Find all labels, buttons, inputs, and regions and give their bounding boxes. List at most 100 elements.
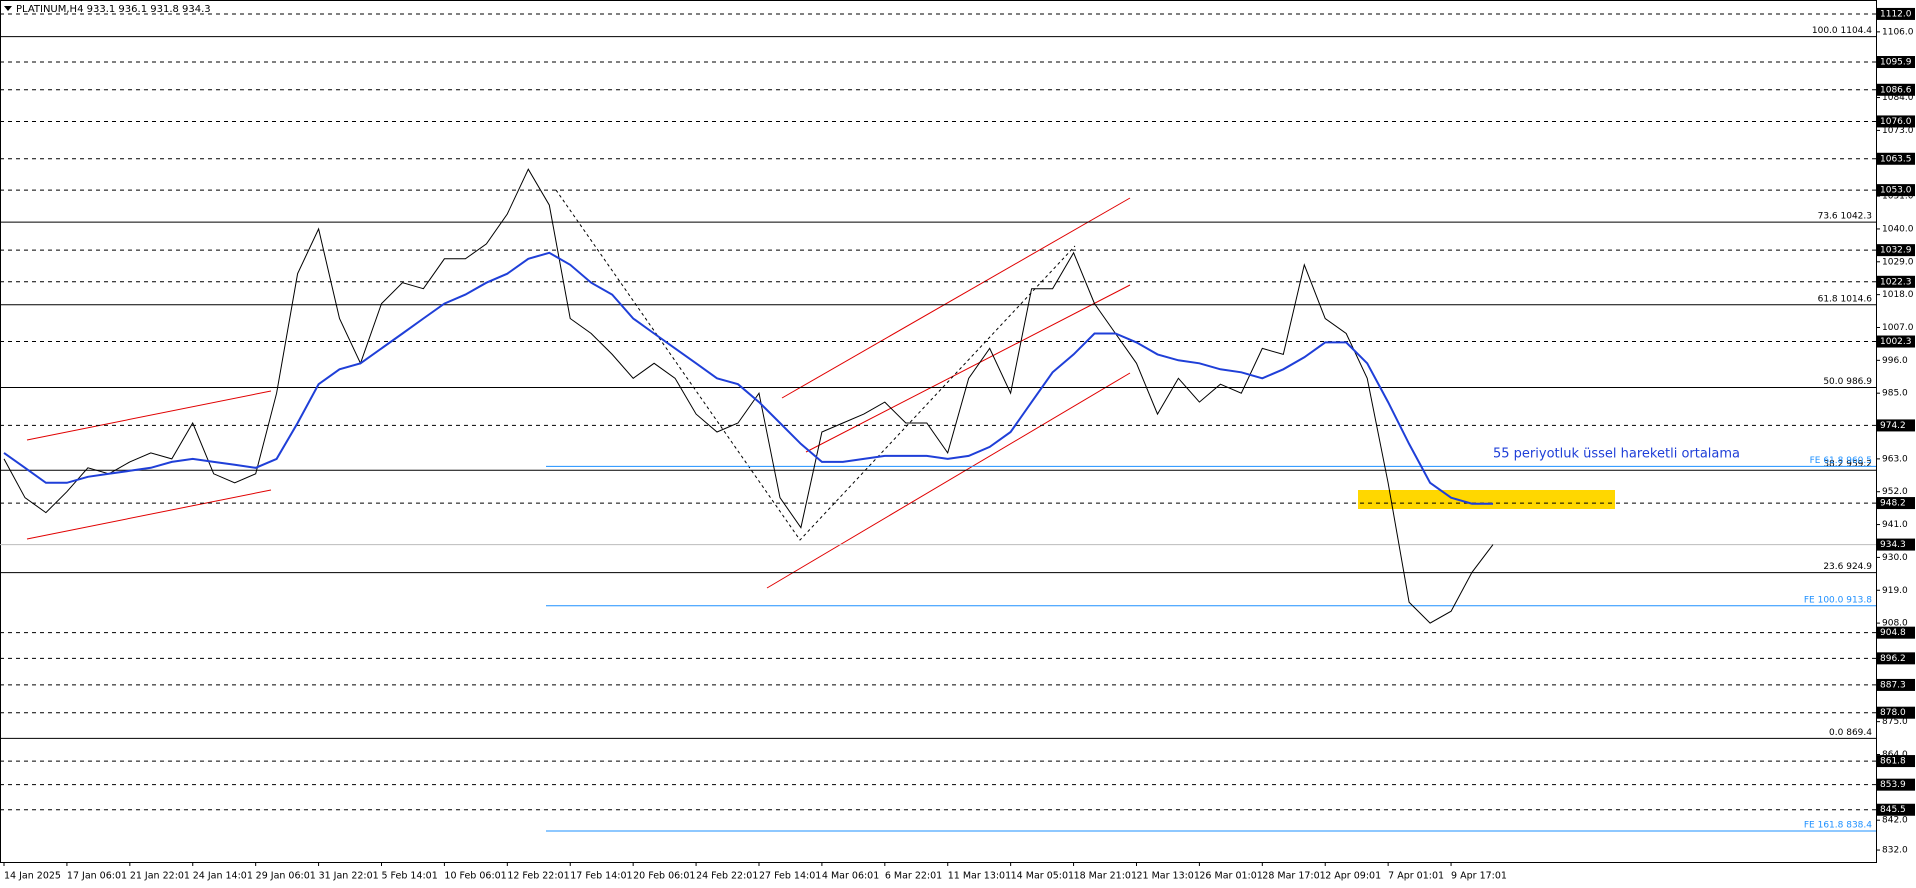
fib-label: 38.2 959.2 — [1823, 460, 1872, 470]
x-tick-label: 11 Mar 13:01 — [948, 871, 1011, 882]
level-box — [1877, 419, 1915, 432]
x-tick-label: 24 Feb 22:01 — [696, 871, 758, 882]
level-label: 861.8 — [1880, 757, 1906, 767]
highlight-zone — [1358, 490, 1615, 509]
level-label: 887.3 — [1880, 680, 1906, 690]
annotation: 55 periyotluk üssel hareketli ortalama — [1493, 447, 1740, 462]
level-label: 1112.0 — [1880, 9, 1912, 19]
plot-frame — [0, 0, 1877, 863]
level-box — [1877, 56, 1915, 69]
x-tick-label: 27 Feb 14:01 — [759, 871, 821, 882]
y-tick-label: 864.0 — [1882, 750, 1908, 760]
level-box — [1877, 115, 1915, 128]
level-label: 1032.9 — [1880, 246, 1912, 256]
fib-label: 73.6 1042.3 — [1818, 212, 1872, 222]
level-box — [1877, 678, 1915, 691]
x-tick-label: 7 Apr 01:01 — [1388, 871, 1444, 882]
price-line — [3, 251, 1493, 505]
channel-line — [781, 197, 1131, 399]
fib-label: 100.0 1104.4 — [1812, 26, 1872, 36]
channel-line — [766, 372, 1131, 589]
menu-arrow — [4, 6, 12, 11]
x-tick-label: 24 Jan 14:01 — [193, 871, 253, 882]
y-tick-label: 1018.0 — [1882, 290, 1914, 300]
x-tick-label: 14 Jan 2025 — [4, 871, 61, 882]
x-tick-label: 9 Apr 17:01 — [1451, 871, 1507, 882]
x-tick-label: 21 Jan 22:01 — [130, 871, 190, 882]
level-box — [1877, 184, 1915, 197]
y-tick-label: 930.0 — [1882, 553, 1908, 563]
y-tick-label: 952.0 — [1882, 487, 1908, 497]
x-tick-label: 4 Mar 06:01 — [822, 871, 879, 882]
y-tick-label: 908.0 — [1882, 619, 1908, 629]
y-tick-label: 875.0 — [1882, 717, 1908, 727]
level-label: 1076.0 — [1880, 117, 1912, 127]
fib-label: 50.0 986.9 — [1823, 377, 1872, 387]
x-tick-label: 6 Mar 22:01 — [885, 871, 942, 882]
chart-title: PLATINUM,H4 933.1 936.1 931.8 934.3 — [16, 4, 211, 15]
y-tick-label: 996.0 — [1882, 356, 1908, 366]
channel-line — [26, 390, 272, 441]
level-box — [1877, 755, 1915, 768]
x-tick-label: 14 Mar 05:01 — [1011, 871, 1074, 882]
x-tick-label: 28 Mar 17:01 — [1262, 871, 1325, 882]
y-tick-label: 832.0 — [1882, 846, 1908, 856]
channel-lines — [26, 197, 1131, 589]
fib-label: 0.0 869.4 — [1829, 728, 1872, 738]
zigzag — [555, 189, 1076, 541]
level-label: 1086.6 — [1880, 85, 1912, 95]
x-tick-label: 18 Mar 21:01 — [1074, 871, 1137, 882]
level-label: 974.2 — [1880, 421, 1906, 431]
x-tick-label: 29 Jan 06:01 — [256, 871, 316, 882]
y-tick-label: 1106.0 — [1882, 27, 1914, 37]
y-tick-label: 919.0 — [1882, 586, 1908, 596]
level-label: 845.5 — [1880, 805, 1906, 815]
y-tick-label: 941.0 — [1882, 520, 1908, 530]
level-box — [1877, 83, 1915, 96]
level-box — [1877, 706, 1915, 719]
x-tick-label: 21 Mar 13:01 — [1136, 871, 1199, 882]
level-box — [1877, 803, 1915, 816]
fib-label: 61.8 1014.6 — [1818, 294, 1873, 304]
level-box — [1877, 275, 1915, 288]
y-tick-label: 1029.0 — [1882, 257, 1914, 267]
level-box — [1877, 778, 1915, 791]
fe-label: FE 61.8 960.5 — [1810, 456, 1872, 466]
level-label: 1002.3 — [1880, 337, 1912, 347]
price-line — [3, 168, 1494, 624]
fib-label: 23.6 924.9 — [1823, 562, 1872, 572]
channel-line — [805, 284, 1131, 453]
x-tick-label: 20 Feb 06:01 — [633, 871, 695, 882]
x-tick-label: 10 Feb 06:01 — [444, 871, 506, 882]
level-box — [1877, 652, 1915, 665]
y-tick-label: 985.0 — [1882, 389, 1908, 399]
level-label: 896.2 — [1880, 654, 1906, 664]
y-tick-label: 842.0 — [1882, 816, 1908, 826]
current-price-label: 934.3 — [1880, 540, 1906, 550]
y-tick-label: 1051.0 — [1882, 192, 1914, 202]
level-label: 1095.9 — [1880, 58, 1912, 68]
y-tick-label: 963.0 — [1882, 454, 1908, 464]
level-label: 904.8 — [1880, 628, 1906, 638]
x-tick-label: 5 Feb 14:01 — [381, 871, 437, 882]
level-box — [1877, 497, 1915, 510]
y-tick-label: 1073.0 — [1882, 126, 1914, 136]
x-tick-label: 17 Jan 06:01 — [67, 871, 127, 882]
fe-label: FE 100.0 913.8 — [1804, 595, 1872, 605]
level-box — [1877, 626, 1915, 639]
x-tick-label: 2 Apr 09:01 — [1325, 871, 1381, 882]
level-box — [1877, 152, 1915, 165]
fe-label: FE 161.8 838.4 — [1804, 820, 1872, 830]
level-label: 1063.5 — [1880, 154, 1912, 164]
level-label: 853.9 — [1880, 780, 1906, 790]
current-price-box — [1877, 538, 1915, 551]
y-tick-label: 1007.0 — [1882, 323, 1914, 333]
channel-line — [26, 489, 272, 540]
level-label: 948.2 — [1880, 499, 1906, 509]
x-tick-label: 17 Feb 14:01 — [570, 871, 632, 882]
level-label: 1022.3 — [1880, 277, 1912, 287]
y-tick-label: 1084.0 — [1882, 93, 1914, 103]
x-tick-label: 31 Jan 22:01 — [319, 871, 379, 882]
x-tick-label: 12 Feb 22:01 — [507, 871, 569, 882]
